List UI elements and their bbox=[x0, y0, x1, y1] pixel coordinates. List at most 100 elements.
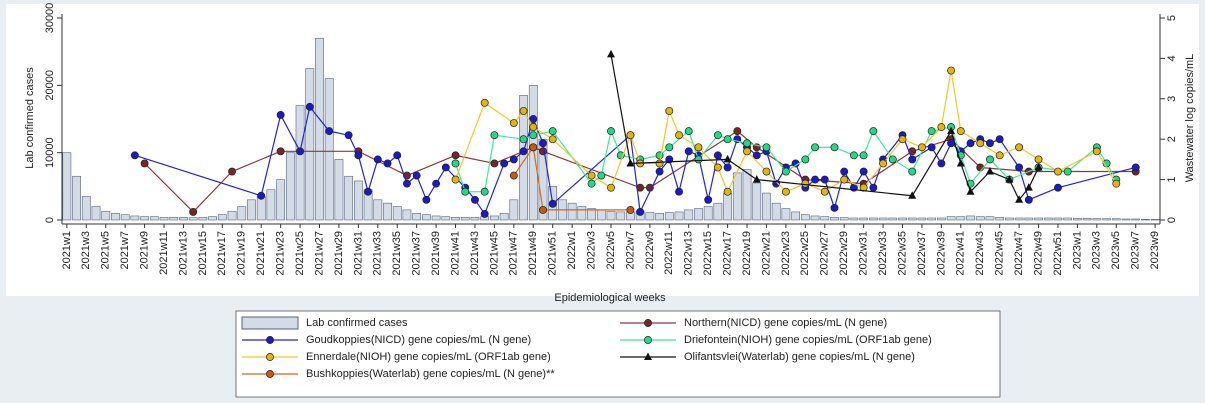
legend-marker bbox=[644, 336, 652, 344]
bar bbox=[1082, 218, 1092, 221]
line-segment bbox=[989, 170, 1010, 181]
line-segment bbox=[1028, 187, 1059, 201]
bar bbox=[723, 192, 732, 221]
point-marker bbox=[130, 151, 139, 160]
line-segment bbox=[610, 54, 632, 164]
bar bbox=[1063, 217, 1073, 221]
x-tick-label: 2021w51 bbox=[547, 231, 559, 276]
point-marker bbox=[684, 127, 693, 136]
bar bbox=[111, 212, 120, 221]
bar bbox=[868, 217, 878, 221]
line-segment bbox=[911, 130, 933, 172]
line-segment bbox=[552, 138, 592, 176]
x-tick-label: 2022w1 bbox=[566, 231, 578, 270]
y-tick-label: 10000 bbox=[44, 137, 56, 168]
point-marker bbox=[529, 131, 538, 140]
point-marker bbox=[607, 183, 615, 192]
x-tick-label: 2023w7 bbox=[1130, 231, 1142, 270]
x-tick-label: 2021w11 bbox=[158, 231, 170, 275]
line-segment bbox=[950, 70, 962, 132]
triangle-marker bbox=[908, 191, 917, 199]
bar bbox=[198, 217, 208, 221]
line-segment bbox=[707, 155, 719, 200]
point-marker bbox=[723, 135, 732, 144]
point-marker bbox=[908, 167, 917, 176]
point-marker bbox=[743, 147, 751, 156]
bar bbox=[441, 216, 451, 221]
point-marker bbox=[1092, 147, 1101, 156]
line-segment bbox=[766, 146, 787, 172]
x-tick-label: 2021w43 bbox=[469, 231, 481, 276]
point-marker bbox=[811, 175, 820, 184]
x-tick-label: 2021w47 bbox=[508, 231, 520, 276]
bar bbox=[490, 215, 499, 221]
line-segment bbox=[630, 158, 728, 165]
bar bbox=[62, 152, 72, 221]
line-segment bbox=[629, 135, 641, 212]
y-tick-label: 30000 bbox=[44, 3, 56, 34]
point-marker bbox=[1015, 143, 1024, 152]
line-segment bbox=[960, 155, 972, 184]
bar bbox=[946, 216, 956, 221]
bar bbox=[120, 214, 130, 221]
point-marker bbox=[995, 135, 1004, 144]
bar bbox=[140, 216, 149, 221]
line-segment bbox=[698, 146, 719, 168]
line-segment bbox=[1038, 166, 1068, 173]
point-marker bbox=[752, 151, 761, 160]
bar bbox=[421, 214, 431, 221]
y2-tick-label: 4 bbox=[1166, 55, 1178, 61]
line-segment bbox=[1096, 151, 1117, 184]
bar bbox=[1014, 217, 1024, 221]
bar bbox=[995, 217, 1005, 221]
x-tick-label: 2021w19 bbox=[236, 231, 248, 276]
line-segment bbox=[134, 154, 262, 197]
legend-label: Goudkoppies(NICD) gene copies/mL (N gene… bbox=[306, 334, 531, 346]
bar bbox=[587, 208, 596, 221]
bar bbox=[762, 192, 771, 221]
point-marker bbox=[354, 151, 363, 160]
line-segment bbox=[416, 175, 427, 201]
point-marker bbox=[859, 151, 868, 160]
legend-label: Lab confirmed cases bbox=[306, 317, 408, 329]
x-tick-label: 2022w13 bbox=[683, 231, 695, 276]
x-tick-label: 2022w9 bbox=[644, 231, 656, 270]
bar bbox=[713, 202, 723, 221]
bar bbox=[1141, 219, 1150, 221]
line-segment bbox=[532, 147, 544, 210]
point-marker bbox=[694, 143, 703, 152]
bar bbox=[936, 217, 946, 221]
point-marker bbox=[344, 131, 353, 140]
bar bbox=[324, 78, 334, 221]
point-marker bbox=[927, 127, 936, 136]
x-tick-label: 2021w7 bbox=[119, 231, 131, 270]
point-marker bbox=[228, 167, 236, 176]
line-segment bbox=[678, 151, 690, 192]
point-marker bbox=[587, 171, 596, 180]
bar bbox=[392, 206, 402, 221]
point-marker bbox=[548, 135, 557, 144]
x-tick-label: 2022w3 bbox=[585, 231, 597, 270]
x-tick-label: 2021w25 bbox=[294, 231, 306, 276]
bar bbox=[188, 217, 198, 221]
line-segment bbox=[882, 138, 903, 164]
triangle-marker bbox=[1015, 195, 1024, 203]
legend-label: Bushkoppies(Waterlab) gene copies/mL (N … bbox=[306, 368, 555, 380]
bar bbox=[159, 217, 169, 221]
x-tick-label: 2023w9 bbox=[1149, 231, 1161, 270]
line-segment bbox=[357, 155, 369, 192]
point-marker bbox=[830, 143, 839, 152]
bar bbox=[898, 217, 907, 221]
point-marker bbox=[801, 155, 810, 164]
triangle-marker bbox=[956, 158, 965, 167]
bar bbox=[781, 208, 791, 221]
point-marker bbox=[276, 147, 285, 156]
x-tick-label: 2021w39 bbox=[430, 231, 442, 276]
x-tick-label: 2021w3 bbox=[80, 231, 92, 270]
line-segment bbox=[950, 130, 962, 164]
bar bbox=[460, 217, 470, 221]
point-marker bbox=[305, 102, 314, 111]
x-tick-label: 2022w31 bbox=[858, 231, 870, 276]
y-tick-label: 20000 bbox=[44, 70, 56, 101]
point-marker bbox=[412, 171, 421, 180]
